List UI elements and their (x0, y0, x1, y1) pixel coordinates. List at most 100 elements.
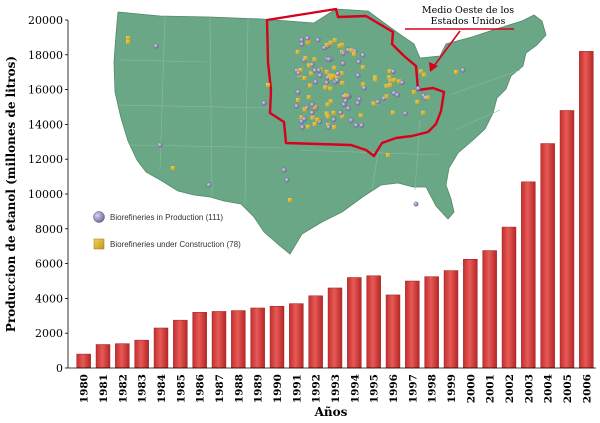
construction-marker (384, 83, 389, 88)
bar-1982 (115, 343, 130, 369)
construction-marker (387, 69, 392, 74)
construction-marker (384, 94, 389, 99)
x-tick-label: 2001 (485, 374, 497, 403)
bar-2002 (501, 226, 517, 369)
midwest-region-outline (265, 7, 446, 158)
construction-marker (332, 125, 337, 130)
construction-marker (308, 83, 312, 88)
bar-2005 (559, 110, 575, 369)
x-tick-label: 1990 (272, 374, 284, 403)
callout-line-1: Medio Oeste de los (422, 5, 514, 16)
x-tick-label: 1991 (291, 374, 303, 403)
production-marker (284, 177, 290, 183)
x-tick-label: 1983 (137, 374, 149, 403)
us-map-landmass (113, 8, 547, 255)
construction-marker (371, 101, 376, 106)
construction-marker (305, 39, 310, 44)
production-marker (390, 68, 396, 74)
legend-construction-marker (93, 238, 105, 250)
production-marker (355, 100, 361, 106)
construction-marker (296, 98, 300, 102)
bar-1980 (76, 353, 91, 369)
construction-marker (337, 43, 342, 48)
construction-marker (299, 115, 304, 120)
production-marker (338, 110, 343, 116)
construction-marker (388, 83, 392, 88)
y-axis-title: Produccion de etanol (millones de litros… (4, 56, 18, 332)
production-marker (348, 117, 354, 123)
bar-1989 (250, 307, 265, 369)
construction-marker (309, 71, 314, 76)
y-tick-label: 2000 (35, 327, 63, 340)
production-marker (353, 122, 359, 128)
construction-marker (335, 75, 339, 80)
y-tick-label: 10000 (28, 188, 63, 201)
construction-marker (266, 83, 270, 87)
bar-2000 (463, 259, 478, 369)
production-marker (335, 71, 341, 77)
bar-2004 (540, 143, 555, 369)
callout-line-2: Estados Unidos (431, 16, 506, 27)
x-tick-label: 2006 (581, 374, 593, 403)
production-marker (355, 72, 361, 78)
y-tick-label: 20000 (28, 14, 63, 27)
y-tick-label: 12000 (28, 153, 63, 166)
production-marker (340, 60, 346, 66)
construction-marker (312, 122, 317, 127)
x-tick-label: 1992 (311, 374, 323, 403)
production-marker (334, 77, 340, 83)
bar-series (76, 51, 594, 369)
production-marker (375, 99, 381, 105)
bar-1984 (153, 327, 169, 369)
x-tick-label: 1997 (407, 374, 419, 403)
production-marker (305, 35, 310, 41)
production-marker (206, 182, 212, 188)
production-marker (394, 92, 400, 98)
y-tick-label: 14000 (28, 118, 63, 131)
bar-1993 (327, 287, 343, 369)
y-tick-label: 18000 (28, 49, 63, 62)
x-tick-label: 1980 (79, 374, 91, 403)
production-marker (299, 124, 305, 130)
construction-marker (340, 80, 345, 85)
production-marker (157, 142, 163, 148)
production-marker (261, 100, 267, 106)
construction-marker (324, 69, 329, 74)
construction-marker (328, 86, 333, 91)
production-marker (324, 80, 330, 86)
construction-marker (126, 36, 130, 40)
construction-marker (329, 76, 334, 80)
production-marker (309, 102, 315, 108)
production-marker (315, 37, 321, 43)
construction-marker (310, 115, 315, 120)
bar-2001 (482, 250, 497, 369)
biorefinery-markers (126, 35, 466, 207)
production-marker (299, 41, 305, 47)
bar-1991 (289, 303, 304, 369)
construction-marker (373, 77, 378, 82)
production-marker (326, 56, 332, 62)
bar-2006 (579, 51, 594, 369)
production-marker (359, 122, 365, 128)
construction-marker (425, 95, 430, 100)
construction-marker (392, 78, 397, 82)
construction-marker (332, 38, 337, 43)
bar-1997 (405, 280, 420, 369)
construction-marker (388, 78, 393, 83)
x-tick-label: 2003 (523, 374, 535, 403)
construction-marker (315, 117, 320, 122)
production-marker (301, 116, 307, 122)
construction-marker (305, 124, 310, 129)
construction-marker (344, 93, 349, 98)
x-tick-label: 1986 (195, 374, 207, 403)
x-tick-label: 1995 (369, 374, 381, 403)
y-tick-label: 0 (56, 362, 63, 375)
construction-marker (352, 52, 357, 57)
construction-marker (361, 82, 366, 87)
production-marker (309, 110, 315, 116)
x-tick-label: 1994 (349, 374, 361, 403)
construction-marker (302, 76, 307, 80)
construction-marker (295, 49, 300, 54)
production-marker (295, 89, 301, 95)
